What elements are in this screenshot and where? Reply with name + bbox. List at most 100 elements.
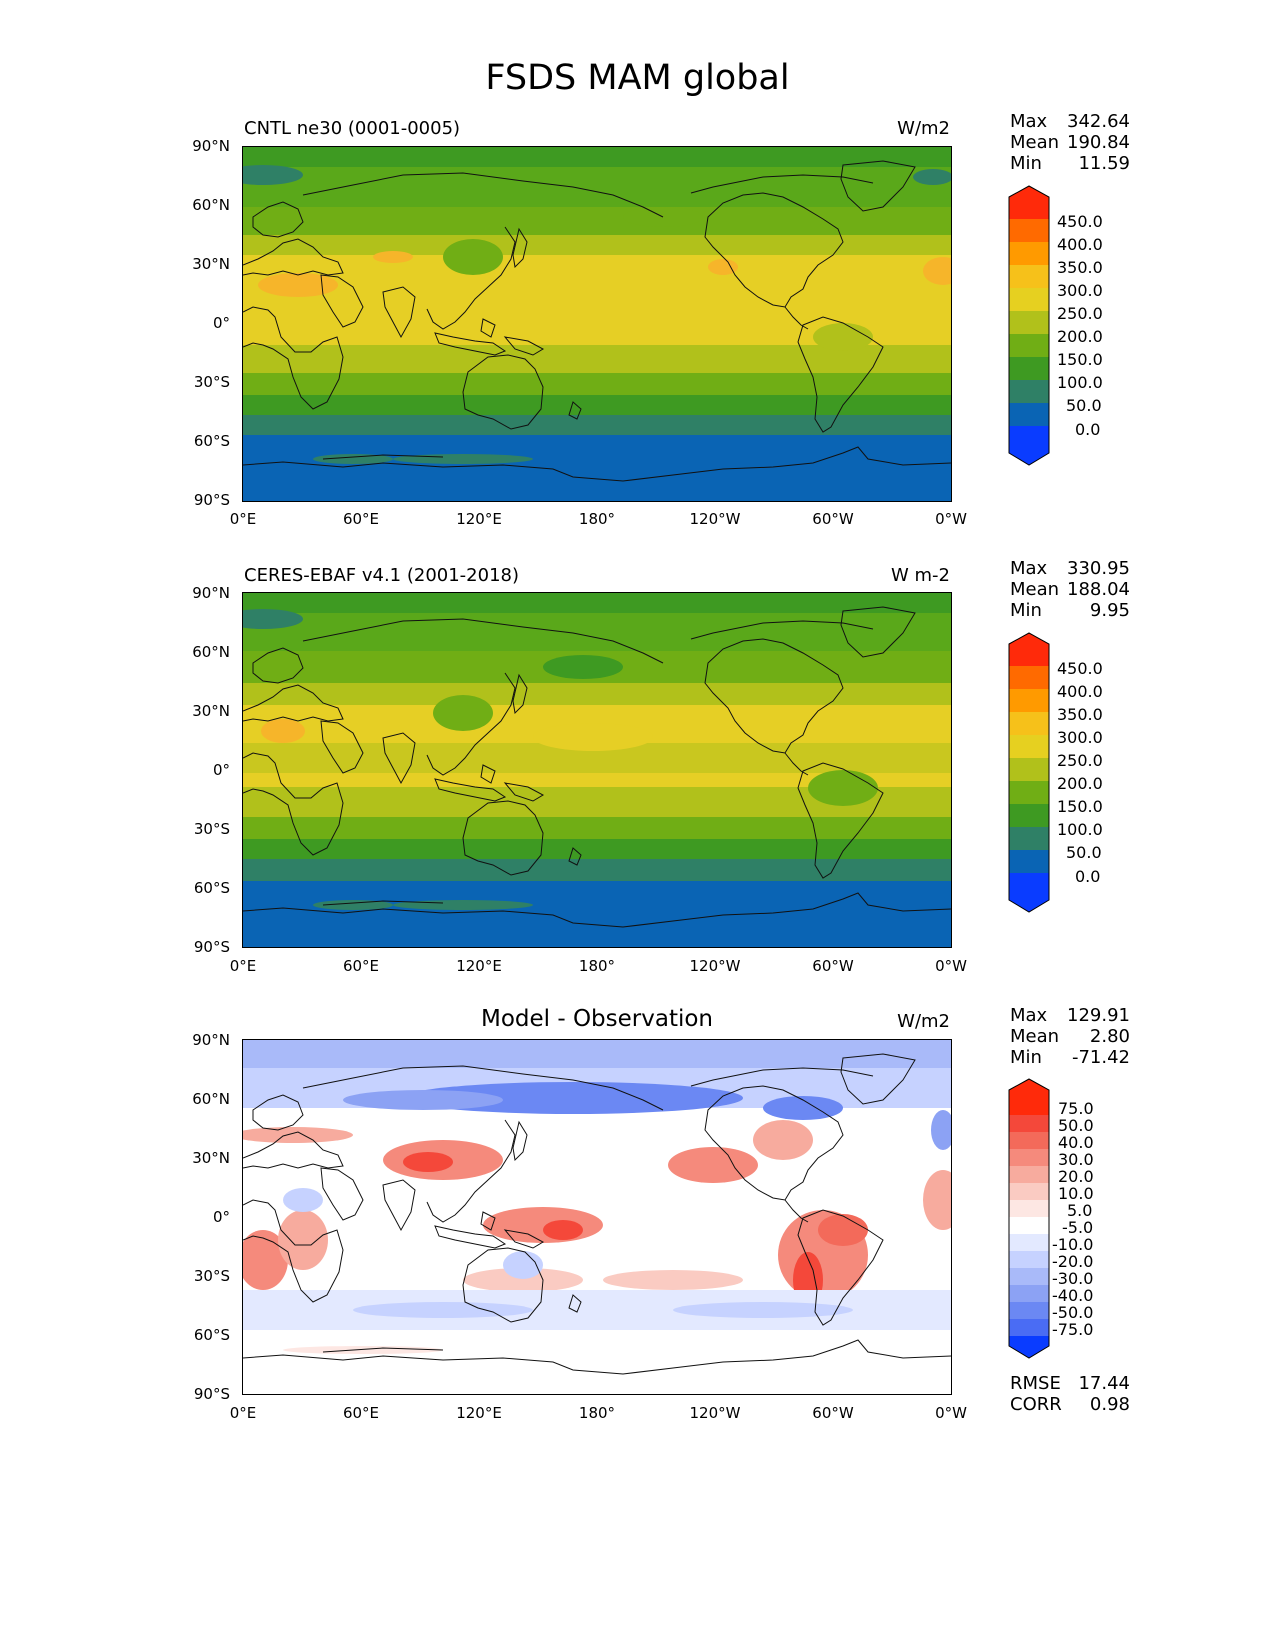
panel1-ytick-90n: 90°N: [192, 137, 230, 155]
panel1-xtick-120e: 120°E: [456, 510, 502, 528]
panel2-max-label: Max: [1010, 558, 1048, 579]
panel3-corr-value: 0.98: [1089, 1394, 1130, 1415]
panel1-left-title: CNTL ne30 (0001-0005): [244, 118, 461, 139]
panel1-cb-label-6: 150.0: [1057, 350, 1103, 369]
panel3-cb-label-7: -5.0: [1062, 1218, 1094, 1237]
panel3-xtick-180: 180°: [578, 1404, 616, 1422]
panel3-rmse-value: 17.44: [1078, 1373, 1130, 1394]
panel3-map: [242, 1039, 952, 1395]
panel2-mean-value: 188.04: [1067, 579, 1130, 600]
panel3-ytick-60s: 60°S: [193, 1326, 230, 1344]
panel1-mean-label: Mean: [1010, 132, 1060, 153]
panel1-ytick-0: 0°: [212, 314, 230, 332]
panel3-ytick-90s: 90°S: [193, 1385, 230, 1403]
panel2-min-label: Min: [1010, 600, 1042, 621]
panel3-cb-label-13: -75.0: [1052, 1320, 1094, 1339]
panel1-min-label: Min: [1010, 153, 1042, 174]
panel2-xtick-180: 180°: [578, 957, 616, 975]
panel2-cb-label-3: 300.0: [1057, 728, 1103, 747]
panel2-cb-label-0: 450.0: [1057, 659, 1103, 678]
panel2-xtick-0e: 0°E: [229, 957, 257, 975]
panel3-xtick-0e: 0°E: [229, 1404, 257, 1422]
panel2-cb-label-4: 250.0: [1057, 751, 1103, 770]
panel2-xtick-60w: 60°W: [812, 957, 854, 975]
panel3-cb-label-10: -30.0: [1052, 1269, 1094, 1288]
panel1-contour-field: [243, 147, 951, 501]
panel3-xtick-120e: 120°E: [456, 1404, 502, 1422]
panel1-cb-label-1: 400.0: [1057, 235, 1103, 254]
panel2-xtick-0w: 0°W: [935, 957, 967, 975]
panel3-cb-label-2: 40.0: [1058, 1133, 1094, 1152]
panel2-ytick-60s: 60°S: [193, 879, 230, 897]
panel1-cb-label-9: 0.0: [1075, 420, 1101, 439]
panel1-xtick-60e: 60°E: [342, 510, 380, 528]
panel2-cb-label-6: 150.0: [1057, 797, 1103, 816]
panel2-xtick-120w: 120°W: [689, 957, 741, 975]
panel3-ytick-30s: 30°S: [193, 1267, 230, 1285]
panel2-xtick-120e: 120°E: [456, 957, 502, 975]
panel3-min-value: -71.42: [1071, 1047, 1130, 1068]
panel2-left-title: CERES-EBAF v4.1 (2001-2018): [244, 565, 520, 586]
panel1-units: W/m2: [897, 118, 950, 139]
panel3-cb-label-5: 10.0: [1058, 1184, 1094, 1203]
panel3-units: W/m2: [897, 1011, 950, 1032]
panel3-cb-label-3: 30.0: [1058, 1150, 1094, 1169]
panel3-ytick-30n: 30°N: [192, 1149, 230, 1167]
panel2-xtick-60e: 60°E: [342, 957, 380, 975]
panel1-cb-label-8: 50.0: [1066, 396, 1102, 415]
panel1-ytick-90s: 90°S: [193, 491, 230, 509]
panel1-cb-label-7: 100.0: [1057, 373, 1103, 392]
panel3-cb-label-12: -50.0: [1052, 1303, 1094, 1322]
panel1-xtick-180: 180°: [578, 510, 616, 528]
panel2-cb-label-5: 200.0: [1057, 774, 1103, 793]
panel2-max-value: 330.95: [1067, 558, 1130, 579]
panel3-cb-label-0: 75.0: [1058, 1099, 1094, 1118]
panel2-min-value: 9.95: [1089, 600, 1130, 621]
panel3-max-value: 129.91: [1067, 1005, 1130, 1026]
panel2-map: [242, 592, 952, 948]
panel3-cb-label-9: -20.0: [1052, 1252, 1094, 1271]
panel1-max-value: 342.64: [1067, 111, 1130, 132]
panel3-mean-value: 2.80: [1089, 1026, 1130, 1047]
panel1-map: [242, 146, 952, 502]
panel2-ytick-90s: 90°S: [193, 938, 230, 956]
panel2-cb-label-8: 50.0: [1066, 843, 1102, 862]
panel1-xtick-0e: 0°E: [229, 510, 257, 528]
panel1-min-value: 11.59: [1078, 153, 1130, 174]
panel3-cb-label-8: -10.0: [1052, 1235, 1094, 1254]
panel2-cb-label-7: 100.0: [1057, 820, 1103, 839]
panel1-cb-label-4: 250.0: [1057, 304, 1103, 323]
panel3-xtick-0w: 0°W: [935, 1404, 967, 1422]
panel3-max-label: Max: [1010, 1005, 1048, 1026]
panel1-ytick-30s: 30°S: [193, 373, 230, 391]
panel1-xtick-120w: 120°W: [689, 510, 741, 528]
panel2-cb-label-2: 350.0: [1057, 705, 1103, 724]
panel3-center-title: Model - Observation: [480, 1006, 714, 1032]
panel1-colorbar: [1008, 185, 1050, 471]
panel3-ytick-90n: 90°N: [192, 1031, 230, 1049]
panel1-cb-label-0: 450.0: [1057, 212, 1103, 231]
panel3-colorbar: [1008, 1078, 1050, 1364]
panel1-max-label: Max: [1010, 111, 1048, 132]
panel3-xtick-120w: 120°W: [689, 1404, 741, 1422]
panel2-cb-label-9: 0.0: [1075, 867, 1101, 886]
panel2-units: W m-2: [890, 565, 950, 586]
panel1-ytick-60n: 60°N: [192, 196, 230, 214]
panel3-colorbar-swatches: [1008, 1078, 1050, 1359]
panel1-xtick-0w: 0°W: [935, 510, 967, 528]
figure-title: FSDS MAM global: [485, 58, 790, 98]
panel3-cb-label-1: 50.0: [1058, 1116, 1094, 1135]
panel3-xtick-60w: 60°W: [812, 1404, 854, 1422]
panel1-colorbar-swatches: [1008, 185, 1050, 466]
panel3-cb-label-6: 5.0: [1067, 1201, 1093, 1220]
panel3-ytick-60n: 60°N: [192, 1090, 230, 1108]
panel3-mean-label: Mean: [1010, 1026, 1060, 1047]
panel1-ytick-30n: 30°N: [192, 255, 230, 273]
panel3-contour-field: [243, 1040, 951, 1394]
panel2-mean-label: Mean: [1010, 579, 1060, 600]
panel1-cb-label-5: 200.0: [1057, 327, 1103, 346]
panel2-ytick-90n: 90°N: [192, 584, 230, 602]
panel3-cb-label-4: 20.0: [1058, 1167, 1094, 1186]
panel1-cb-label-2: 350.0: [1057, 258, 1103, 277]
panel3-corr-label: CORR: [1010, 1394, 1062, 1415]
